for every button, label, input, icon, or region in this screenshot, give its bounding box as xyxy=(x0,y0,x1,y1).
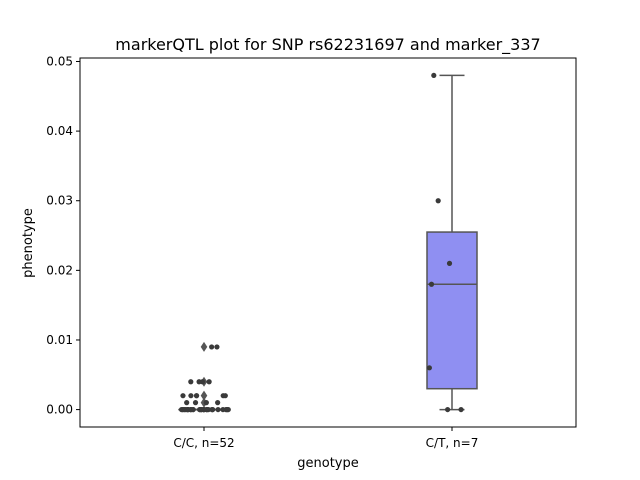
data-point xyxy=(215,400,221,406)
y-axis: 0.00 0.01 0.02 0.03 0.04 0.05 xyxy=(46,54,80,417)
plot-frame xyxy=(79,57,577,428)
data-point xyxy=(215,406,221,413)
data-point xyxy=(203,400,209,406)
box-group xyxy=(178,341,230,411)
chart-title: markerQTL plot for SNP rs62231697 and ma… xyxy=(115,35,540,55)
data-point xyxy=(196,379,202,385)
data-point xyxy=(214,344,220,350)
data-point xyxy=(225,406,231,413)
outlier-marker xyxy=(200,390,208,401)
points-group xyxy=(178,344,231,413)
x-axis: C/C, n=52 C/T, n=7 xyxy=(173,427,478,450)
outlier-marker xyxy=(200,341,208,352)
data-point xyxy=(209,344,215,350)
box-group xyxy=(426,74,478,411)
data-point xyxy=(426,365,432,371)
data-point xyxy=(180,393,186,399)
points-group xyxy=(426,72,464,413)
y-tick-label: 0.01 xyxy=(46,333,73,347)
y-axis-label: phenotype xyxy=(21,208,36,278)
y-tick-label: 0.02 xyxy=(46,263,73,277)
data-point xyxy=(188,379,194,385)
data-point xyxy=(431,72,437,79)
x-axis-label: genotype xyxy=(297,456,358,471)
data-point xyxy=(193,393,200,399)
data-point xyxy=(188,406,194,413)
data-point xyxy=(446,260,453,266)
data-point xyxy=(220,393,226,399)
data-point xyxy=(184,400,190,406)
plot-area xyxy=(178,72,478,413)
y-tick-label: 0.05 xyxy=(46,54,73,68)
box xyxy=(426,231,478,390)
data-point xyxy=(458,406,464,413)
data-point xyxy=(206,379,212,385)
data-point xyxy=(198,406,204,413)
x-tick-label: C/C, n=52 xyxy=(173,436,234,450)
data-point xyxy=(203,406,210,413)
data-point xyxy=(209,406,216,413)
y-tick-label: 0.03 xyxy=(46,194,73,208)
data-point xyxy=(428,281,435,287)
y-tick-label: 0.04 xyxy=(46,124,73,138)
y-tick-label: 0.00 xyxy=(46,403,73,417)
data-point xyxy=(435,198,441,204)
data-point xyxy=(192,400,199,406)
x-tick-label: C/T, n=7 xyxy=(426,436,479,450)
data-point xyxy=(188,393,194,399)
data-point xyxy=(445,406,451,413)
